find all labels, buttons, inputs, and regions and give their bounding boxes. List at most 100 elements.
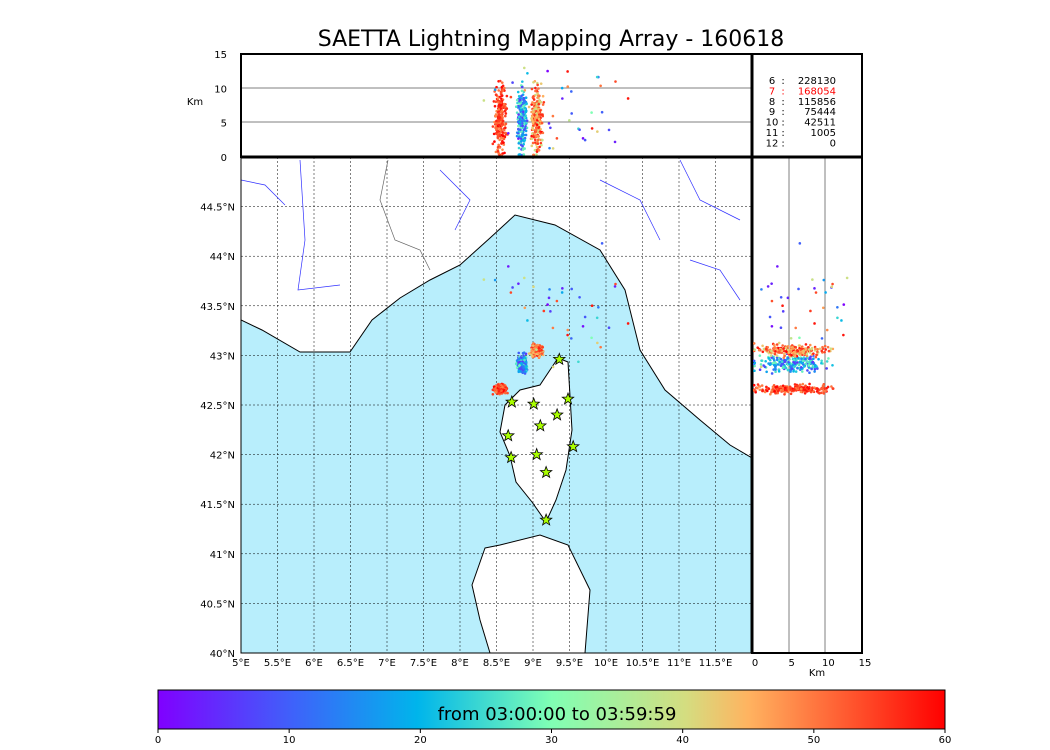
source-point-side [783,360,787,363]
source-point-altitude [516,90,520,94]
source-point-altitude [500,81,504,84]
side-panel [752,157,849,653]
source-point-side [820,337,824,340]
source-point-altitude [532,98,536,101]
count-value: 1005 [811,128,836,139]
source-point-altitude [566,85,570,88]
source-point-side [821,384,825,388]
source-point [551,326,555,330]
source-point-side [768,315,772,319]
source-point-altitude [515,98,519,102]
source-point-side [796,361,799,364]
source-point-altitude [536,134,539,138]
source-point-side [790,367,794,370]
source-point-altitude [525,102,528,106]
source-point-side [842,303,846,306]
source-point-altitude [535,105,538,108]
source-point-side [831,363,834,367]
source-point-altitude [497,108,501,111]
source-point-side [804,384,807,388]
lon-tick-label: 10.5°E [626,658,660,669]
source-point-side [823,350,826,354]
source-point [536,343,539,347]
source-point-side [824,389,827,393]
source-point-side [791,347,795,350]
source-point-altitude [523,88,527,92]
source-point-altitude [501,148,504,151]
source-point-side [814,347,817,351]
source-point-side [776,265,779,268]
source-point-side [820,349,824,353]
source-point-altitude [494,100,498,104]
lat-tick-label: 43.5°N [200,302,235,313]
source-point-altitude [533,117,537,121]
source-point-altitude [541,131,545,135]
source-point-side [763,390,767,394]
source-point-side [798,242,802,245]
source-point-side [766,346,770,349]
source-point-altitude [538,145,541,149]
source-point-side [784,346,788,350]
source-point-side [822,278,826,282]
source-point [531,355,534,358]
lat-tick-label: 42°N [210,451,235,462]
lat-tick-label: 41°N [210,550,235,561]
source-point-side [811,278,814,281]
source-point-altitude [536,83,539,87]
source-point-side [806,369,809,372]
source-point-side [796,349,799,352]
source-point-altitude [503,109,507,113]
source-point-side [767,362,770,365]
colorbar-tick-label: 50 [807,735,820,746]
source-point-altitude [517,124,520,128]
source-point [522,351,526,354]
source-point-altitude [509,95,513,99]
map-panel [241,157,752,653]
source-point-altitude [530,103,534,106]
source-point-side [777,341,781,345]
source-point-altitude [524,129,528,133]
source-point-altitude [518,102,521,106]
source-point-side [761,389,764,392]
count-hour: 7 [769,86,775,97]
source-point-side [769,354,773,357]
source-point-altitude [494,93,498,97]
source-point-side [786,368,790,372]
source-point-altitude [514,105,518,108]
colorbar-tick-label: 30 [545,735,558,746]
count-hour: 6 [769,76,775,87]
source-point-side [774,370,777,374]
source-point-side [772,368,775,371]
source-point-altitude [626,97,630,100]
source-point-altitude [520,94,523,98]
source-point-side [824,348,827,351]
source-point [560,291,564,294]
source-point-side [808,389,812,392]
source-point-side [758,354,762,357]
count-value: 75444 [804,107,836,118]
source-point-altitude [520,108,523,112]
source-point [517,357,521,361]
source-point-altitude [524,133,528,137]
source-point [570,337,573,340]
source-point-side [800,370,804,373]
source-point-side [770,282,773,285]
station-star-marker [539,512,553,526]
source-point-altitude [570,112,573,115]
source-point [514,362,518,366]
source-point-side [793,365,797,368]
source-point-side [763,365,767,369]
colorbar-label: from 03:00:00 to 03:59:59 [438,704,677,725]
count-separator: : [781,97,784,108]
source-point-side [813,386,816,389]
source-point-side [781,365,785,369]
source-point-altitude [570,90,573,93]
source-point [566,328,570,332]
lon-tick-label: 11°E [667,658,691,669]
source-point-side [772,363,776,367]
source-point [547,296,551,300]
source-point [518,367,521,370]
source-point [583,315,587,319]
source-point-side [776,363,780,366]
